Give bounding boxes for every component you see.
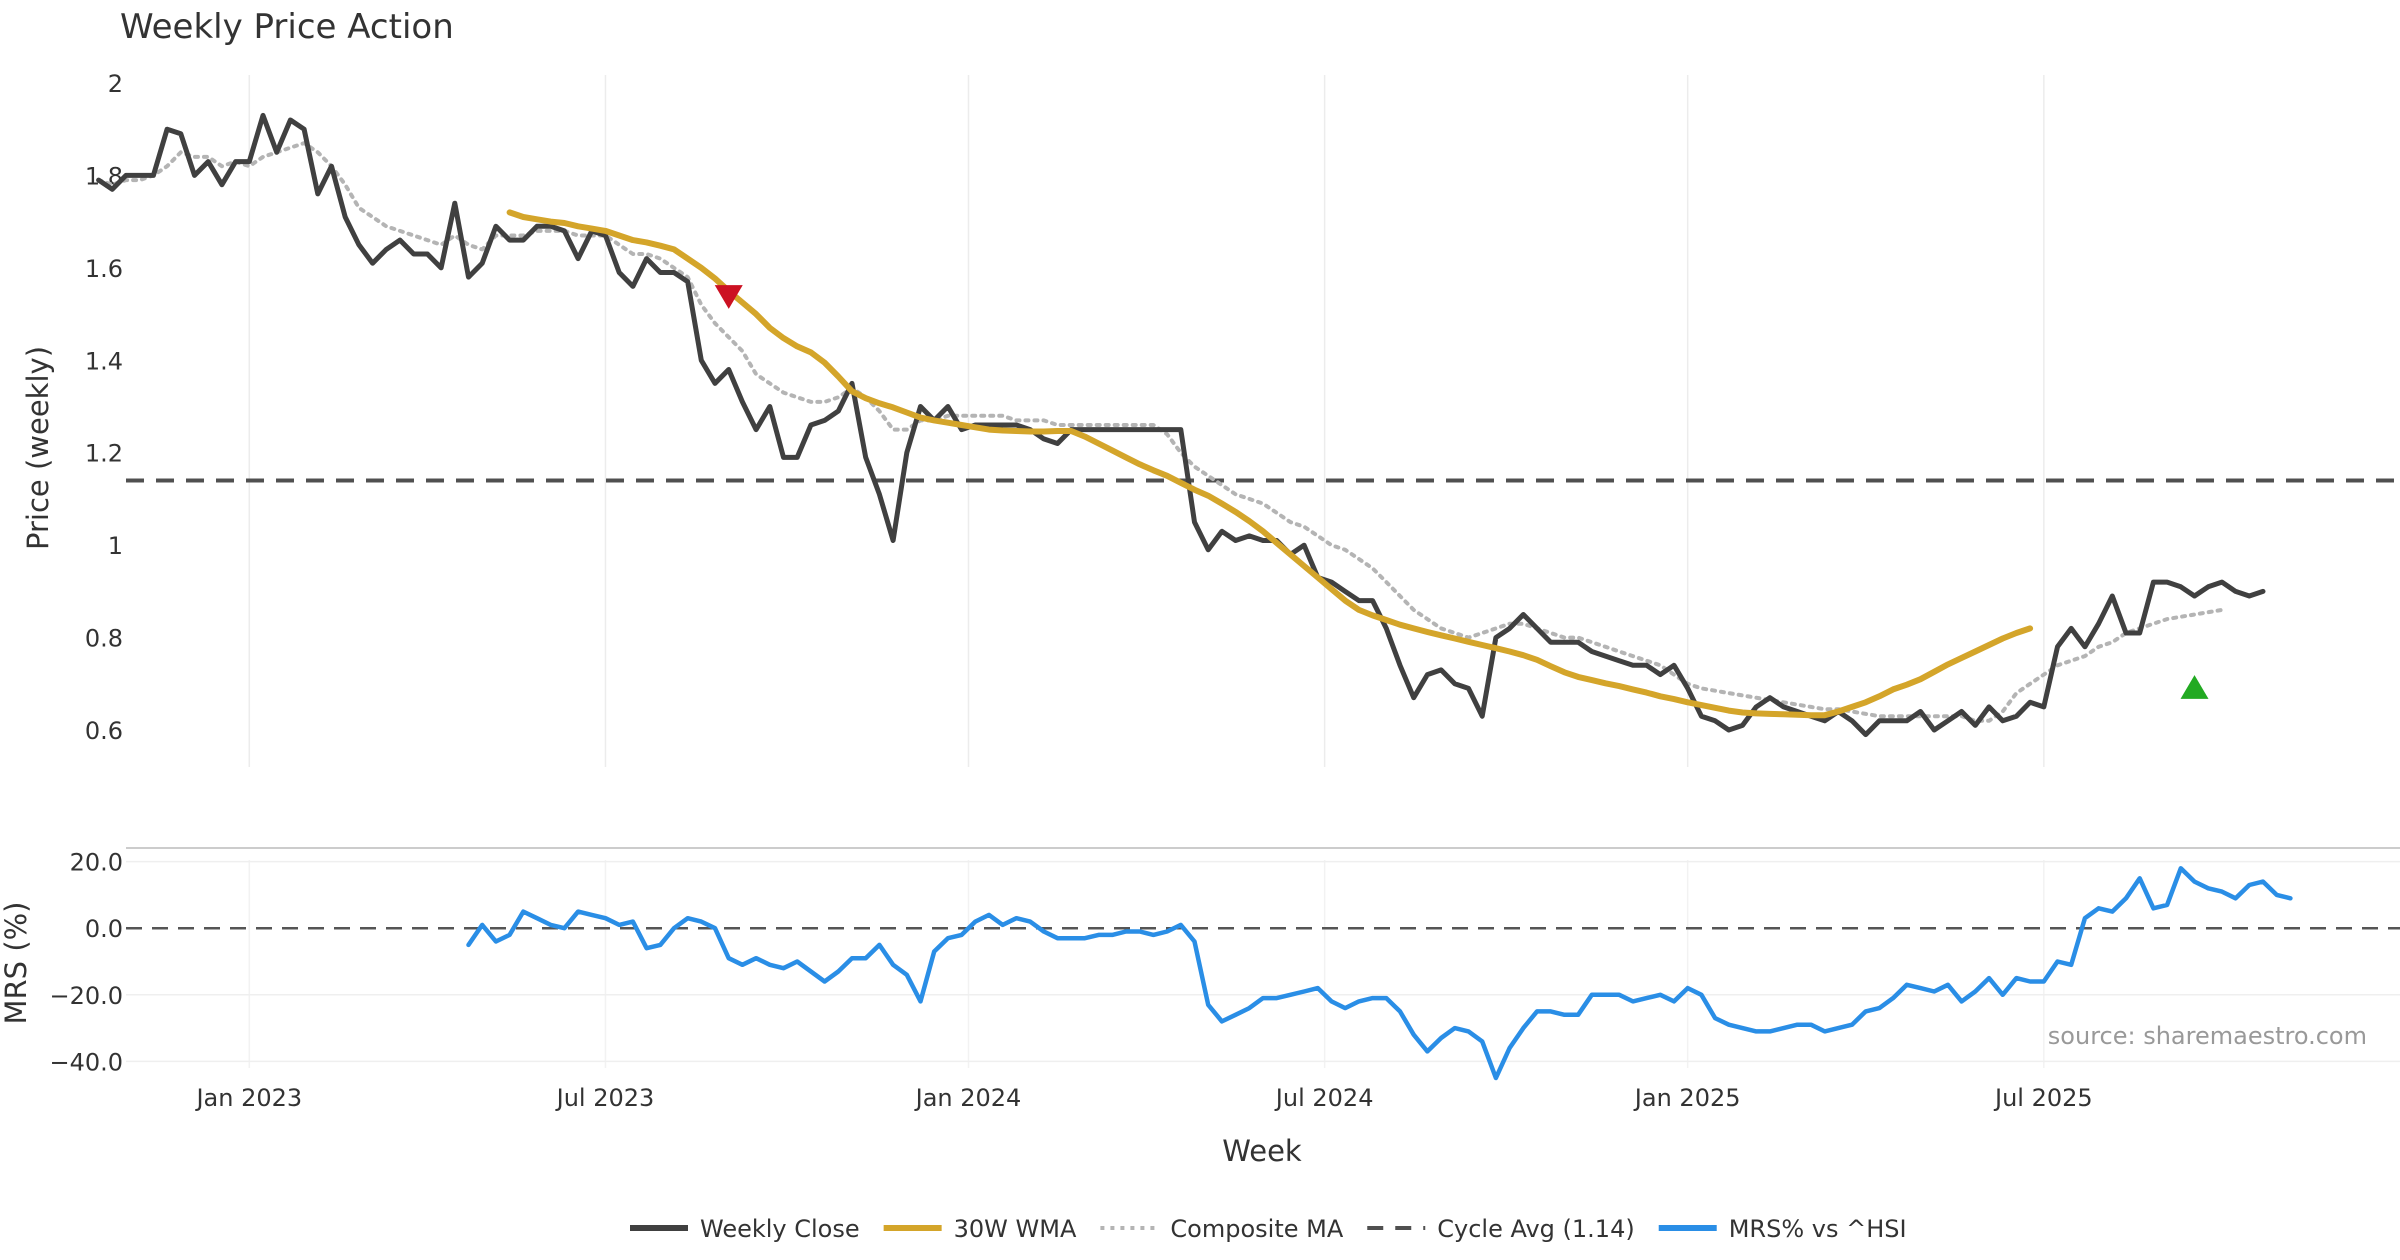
x-tick-label: Jan 2023 — [194, 1084, 302, 1112]
series-mrs-vs-hsi — [466, 866, 2293, 1081]
price-y-tick-label: 1.2 — [85, 440, 123, 468]
x-tick-label: Jan 2024 — [914, 1084, 1022, 1112]
series-weekly-close — [96, 112, 2266, 738]
sell-signal-marker — [714, 285, 743, 309]
legend-label: Cycle Avg (1.14) — [1437, 1215, 1634, 1243]
x-tick-label: Jul 2023 — [555, 1084, 655, 1112]
chart-title: Weekly Price Action — [120, 7, 454, 47]
price-y-tick-label: 2 — [108, 70, 123, 98]
x-axis-title: Week — [1222, 1134, 1302, 1168]
x-tick-label: Jul 2025 — [1993, 1084, 2093, 1112]
mrs-y-tick-label: 20.0 — [70, 849, 123, 877]
mrs-y-ticks: −40.0 −20.0 0.0 20.0 — [49, 849, 2400, 1076]
x-axis-ticks: Jan 2023 Jul 2023 Jan 2024 Jul 2024 Jan 2025… — [194, 1084, 2092, 1112]
signal-markers — [714, 285, 2209, 699]
legend-item: MRS% vs ^HSI — [1658, 1215, 1907, 1243]
mrs-y-tick-label: 0.0 — [85, 915, 123, 943]
grid-layer — [248, 75, 2045, 1068]
mrs-panel: MRS (%) −40.0 −20.0 0.0 20.0 source: sharem… — [0, 849, 2400, 1081]
price-y-ticks: 0.60.811.21.41.61.82 — [85, 70, 123, 745]
mrs-y-tick-label: −20.0 — [49, 982, 123, 1010]
source-note: source: sharemaestro.com — [2048, 1022, 2367, 1050]
legend-label: Weekly Close — [700, 1215, 860, 1243]
price-y-tick-label: 1.6 — [85, 255, 123, 283]
legend-item: Cycle Avg (1.14) — [1367, 1215, 1635, 1243]
legend-label: MRS% vs ^HSI — [1729, 1215, 1907, 1243]
buy-signal-marker — [2180, 675, 2209, 699]
x-tick-label: Jul 2024 — [1274, 1084, 1374, 1112]
price-axis-title: Price (weekly) — [21, 346, 55, 550]
mrs-series-layer — [126, 866, 2400, 1081]
price-panel: Price (weekly) 0.60.811.21.41.61.82 — [21, 70, 2400, 745]
price-y-tick-label: 0.8 — [85, 625, 123, 653]
mrs-axis-title: MRS (%) — [0, 902, 33, 1025]
legend-label: Composite MA — [1170, 1215, 1343, 1243]
price-series-layer — [96, 112, 2400, 738]
x-tick-label: Jan 2025 — [1633, 1084, 1741, 1112]
legend-item: Composite MA — [1100, 1215, 1344, 1243]
legend-label: 30W WMA — [954, 1215, 1077, 1243]
price-y-tick-label: 1.4 — [85, 347, 123, 375]
legend: Weekly Close 30W WMA Composite MA Cycle Avg… — [630, 1215, 1907, 1243]
legend-item: Weekly Close — [630, 1215, 860, 1243]
price-y-tick-label: 1 — [108, 532, 123, 560]
legend-item: 30W WMA — [883, 1215, 1077, 1243]
mrs-y-tick-label: −40.0 — [49, 1048, 123, 1076]
price-y-tick-label: 0.6 — [85, 717, 123, 745]
series-30w-wma — [506, 209, 2034, 719]
